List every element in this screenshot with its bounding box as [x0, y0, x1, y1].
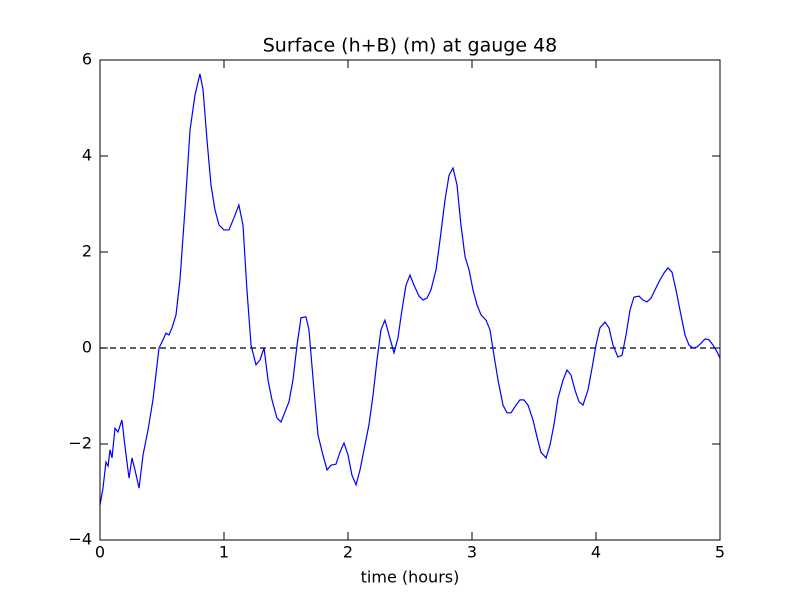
x-tick-label: 4	[591, 543, 601, 562]
y-tick-label: 6	[82, 50, 92, 69]
x-tick-label: 2	[343, 543, 353, 562]
chart-title: Surface (h+B) (m) at gauge 48	[263, 35, 558, 57]
x-tick-label: 1	[219, 543, 229, 562]
y-tick-label: −4	[68, 530, 92, 549]
y-tick-label: 0	[82, 338, 92, 357]
x-tick-label: 0	[95, 543, 105, 562]
plot-frame	[99, 59, 721, 541]
y-tick-label: −2	[68, 434, 92, 453]
x-tick-label: 3	[467, 543, 477, 562]
data-line	[99, 73, 721, 506]
x-tick-label: 5	[715, 543, 725, 562]
y-tick-label: 2	[82, 242, 92, 261]
y-tick-label: 4	[82, 146, 92, 165]
x-axis-label: time (hours)	[361, 568, 460, 587]
